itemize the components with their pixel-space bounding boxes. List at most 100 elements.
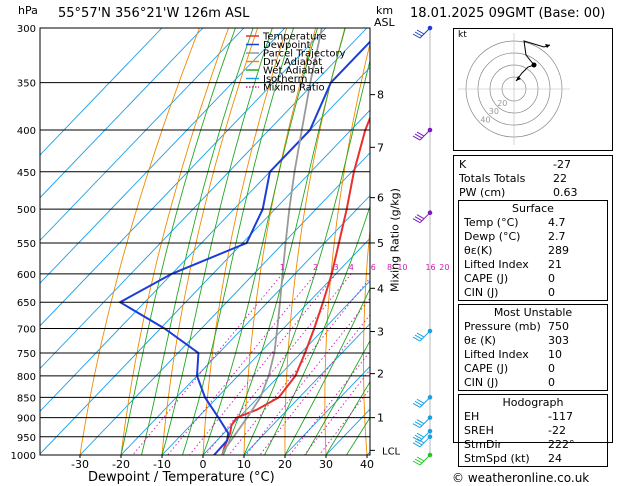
km-tick-label: 4 [377,282,384,295]
km-tick-label: 6 [377,192,384,205]
hodograph-panel: 20 30 40 kt [453,28,613,151]
surface-row: CIN (J) 0 [459,286,607,300]
x-tick-label: 40 [360,458,374,471]
pressure-tick-label: 1000 [11,451,36,462]
surface-section: Surface Temp (°C) 4.7 Dewp (°C) 2.7 θε(K) 289… [458,200,608,301]
surface-key: θε(K) [464,244,493,257]
pressure-tick-label: 300 [17,24,36,35]
most-unstable-value: 0 [548,362,555,375]
pressure-tick-label: 800 [17,372,36,383]
pressure-tick-label: 500 [17,205,36,216]
pressure-tick-label: 850 [17,393,36,404]
most-unstable-row: Lifted Index 10 [459,348,607,362]
most-unstable-key: CAPE (J) [464,362,509,375]
wind-barb-icon [412,452,433,466]
most-unstable-row: CIN (J) 0 [459,376,607,390]
date-title: 18.01.2025 09GMT (Base: 00) [410,6,606,21]
index-value: 22 [553,172,567,185]
surface-value: 0 [548,272,555,285]
series-parcel-trajectory [221,28,323,455]
index-key: Totals Totals [459,172,526,185]
wind-barb-icon [412,25,433,39]
surface-value: 21 [548,258,562,271]
index-value: 0.63 [553,186,578,199]
most-unstable-title: Most Unstable [493,306,573,319]
pressure-tick-label: 550 [17,239,36,250]
mixing-ratio-label: 2 [313,263,318,272]
hodograph-ring-label: 20 [497,99,507,108]
hodograph-value: 222° [548,438,575,451]
surface-key: Temp (°C) [464,216,519,229]
legend-entry: Parcel Trajectory [263,49,346,60]
km-tick-label: 1 [377,412,384,425]
hodograph-section: Hodograph EH -117 SREH -22 StmDir 222° StmSpd … [458,394,608,467]
x-tick-label: -30 [71,458,89,471]
legend-entry: Dry Adiabat [263,57,322,68]
pressure-tick-label: 750 [17,349,36,360]
hodograph-key: StmDir [464,438,503,451]
most-unstable-row: CAPE (J) 0 [459,362,607,376]
dry-adiabat-line [79,28,200,455]
mixing-ratio-label: 4 [349,263,354,272]
mixing-ratio-line [132,273,283,455]
surface-row: CAPE (J) 0 [459,272,607,286]
dry-adiabat-line [161,28,259,455]
isotherm-line [120,194,370,455]
most-unstable-row: θε (K) 303 [459,334,607,348]
x-tick-label: 30 [319,458,333,471]
legend-entry: Temperature [262,32,326,43]
surface-row: Temp (°C) 4.7 [459,216,607,230]
hodograph-trace [515,40,551,82]
most-unstable-key: θε (K) [464,334,496,347]
isotherm-line [40,28,204,199]
mixing-ratio-label: 3 [334,263,339,272]
isotherm-line [161,237,370,455]
surface-key: Lifted Index [464,258,529,271]
isotherm-line [40,28,163,156]
pressure-tick-label: 350 [17,79,36,90]
dry-adiabat-line [401,28,432,455]
km-tick-label: 2 [377,368,384,381]
copyright: © weatheronline.co.uk [452,471,590,485]
km-tick-label: 7 [377,141,384,154]
legend-entry: Isotherm [263,74,307,85]
hodograph-key: EH [464,410,480,423]
most-unstable-value: 10 [548,348,562,361]
mixing-ratio-label: 20 [439,263,449,272]
indices-table: K -27 Totals Totals 22 PW (cm) 0.63 [454,158,612,200]
index-value: -27 [553,158,571,171]
plot-frame [39,27,371,456]
km-tick-label: 3 [377,326,384,339]
asl-label: ASL [374,16,395,29]
wind-barb-icon [412,328,433,342]
mixing-ratio-label: 10 [397,263,407,272]
index-row: Totals Totals 22 [454,172,612,186]
mixing-ratio-line [245,297,370,455]
x-tick-label: 10 [237,458,251,471]
most-unstable-section: Most Unstable Pressure (mb) 750 θε (K) 303 L… [458,304,608,391]
hpa-label: hPa [18,4,38,17]
mixing-ratio-label: 8 [387,263,392,272]
surface-title: Surface [512,202,554,215]
wind-barb-icon [412,428,433,442]
km-label: km [376,4,394,17]
hodograph-row: EH -117 [459,410,607,424]
pressure-tick-label: 600 [17,270,36,281]
most-unstable-key: CIN (J) [464,376,499,389]
mixing-ratio-axis-label: Mixing Ratio (g/kg) [388,188,402,292]
wind-barb-icon [412,395,433,408]
hodograph-value: -22 [548,424,566,437]
mixing-ratio-line [189,273,337,455]
surface-value: 289 [548,244,569,257]
most-unstable-key: Pressure (mb) [464,320,541,333]
most-unstable-row: Pressure (mb) 750 [459,320,607,334]
isotherm-line [202,280,370,455]
mixing-ratio-line [318,387,370,455]
indices-panel: K -27 Totals Totals 22 PW (cm) 0.63 Surface T… [453,155,613,467]
most-unstable-key: Lifted Index [464,348,529,361]
isotherm-line [40,109,370,455]
surface-value: 2.7 [548,230,566,243]
index-key: K [459,158,467,171]
most-unstable-value: 303 [548,334,569,347]
